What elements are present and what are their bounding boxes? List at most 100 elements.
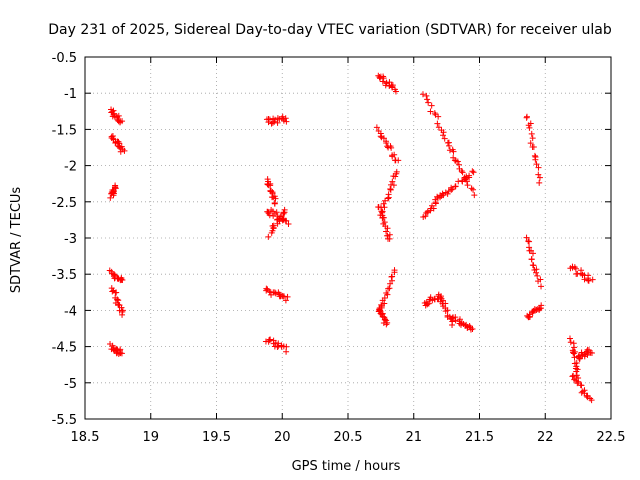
data-point xyxy=(574,380,581,387)
y-tick-label: -3 xyxy=(64,232,77,247)
data-point xyxy=(273,216,280,223)
data-point xyxy=(384,319,391,326)
data-point xyxy=(571,344,578,351)
y-tick-label: -0.5 xyxy=(52,51,77,66)
data-point xyxy=(530,250,537,257)
data-point xyxy=(269,190,276,197)
data-point xyxy=(428,102,435,109)
data-point xyxy=(113,289,120,296)
data-point xyxy=(381,300,388,307)
data-point xyxy=(529,135,536,142)
data-point xyxy=(567,339,574,346)
data-point xyxy=(528,130,535,137)
data-point xyxy=(450,148,457,155)
data-point xyxy=(282,115,289,122)
data-point xyxy=(373,124,380,131)
data-point xyxy=(116,143,123,150)
x-tick-label: 19.5 xyxy=(202,430,231,445)
data-point xyxy=(571,354,578,361)
data-point xyxy=(523,114,530,121)
x-axis-label: GPS time / hours xyxy=(292,459,401,474)
data-point xyxy=(528,256,535,263)
data-point xyxy=(283,348,290,355)
data-point xyxy=(389,178,396,185)
data-point xyxy=(434,120,441,127)
data-point xyxy=(282,297,289,304)
data-point xyxy=(452,317,459,324)
x-tick-label: 20 xyxy=(274,430,291,445)
data-point xyxy=(119,307,126,314)
data-point xyxy=(424,96,431,103)
data-point xyxy=(388,83,395,90)
data-point xyxy=(578,382,585,389)
data-point xyxy=(386,235,393,242)
data-point xyxy=(588,397,595,404)
data-point xyxy=(380,75,387,82)
data-point xyxy=(382,82,389,89)
data-point xyxy=(526,238,533,245)
plot-frame xyxy=(84,56,612,420)
data-point xyxy=(585,277,592,284)
data-point xyxy=(573,368,580,375)
data-point xyxy=(391,151,398,158)
data-point xyxy=(589,276,596,283)
y-tick-label: -2 xyxy=(64,160,77,175)
data-point xyxy=(525,238,532,245)
data-point xyxy=(446,142,453,149)
data-point xyxy=(378,301,385,308)
data-point xyxy=(395,157,402,164)
data-point xyxy=(435,113,442,120)
data-point xyxy=(468,185,475,192)
data-point xyxy=(442,308,449,315)
data-point xyxy=(377,307,384,314)
data-point xyxy=(117,350,124,357)
data-point xyxy=(535,171,542,178)
data-point xyxy=(536,174,543,181)
data-point xyxy=(530,144,537,151)
data-point xyxy=(384,225,391,232)
data-point xyxy=(265,233,272,240)
data-point xyxy=(384,232,391,239)
data-point xyxy=(459,178,466,185)
y-tick-label: -4 xyxy=(64,304,77,319)
data-point xyxy=(530,262,537,269)
data-point xyxy=(427,294,434,301)
x-tick-label: 21.5 xyxy=(465,430,494,445)
data-point xyxy=(265,182,272,189)
data-point xyxy=(112,185,119,192)
data-point xyxy=(534,272,541,279)
data-point xyxy=(283,118,290,125)
data-point xyxy=(378,208,385,215)
data-point xyxy=(572,265,579,272)
data-point xyxy=(385,191,392,198)
data-point xyxy=(419,91,426,98)
data-point xyxy=(526,124,533,131)
data-point xyxy=(523,234,530,241)
data-point xyxy=(575,378,582,385)
data-point xyxy=(114,114,121,121)
data-point xyxy=(111,110,118,117)
data-point xyxy=(586,347,592,354)
y-tick-label: -1 xyxy=(64,87,77,102)
data-point xyxy=(285,220,292,227)
data-point xyxy=(380,200,387,207)
data-point xyxy=(566,335,573,342)
data-point xyxy=(392,173,399,180)
data-point xyxy=(446,147,453,154)
data-point xyxy=(119,311,126,318)
data-point xyxy=(570,350,577,357)
data-point xyxy=(458,168,465,175)
data-point xyxy=(381,295,388,302)
data-point xyxy=(392,88,399,95)
x-tick-label: 22 xyxy=(537,430,554,445)
data-point xyxy=(432,200,439,207)
data-point xyxy=(466,323,473,329)
data-point xyxy=(424,208,431,215)
data-point xyxy=(117,118,124,125)
data-point xyxy=(469,326,476,333)
data-point xyxy=(459,169,466,176)
data-point xyxy=(526,311,533,318)
data-point xyxy=(422,213,429,220)
data-point xyxy=(440,129,447,136)
